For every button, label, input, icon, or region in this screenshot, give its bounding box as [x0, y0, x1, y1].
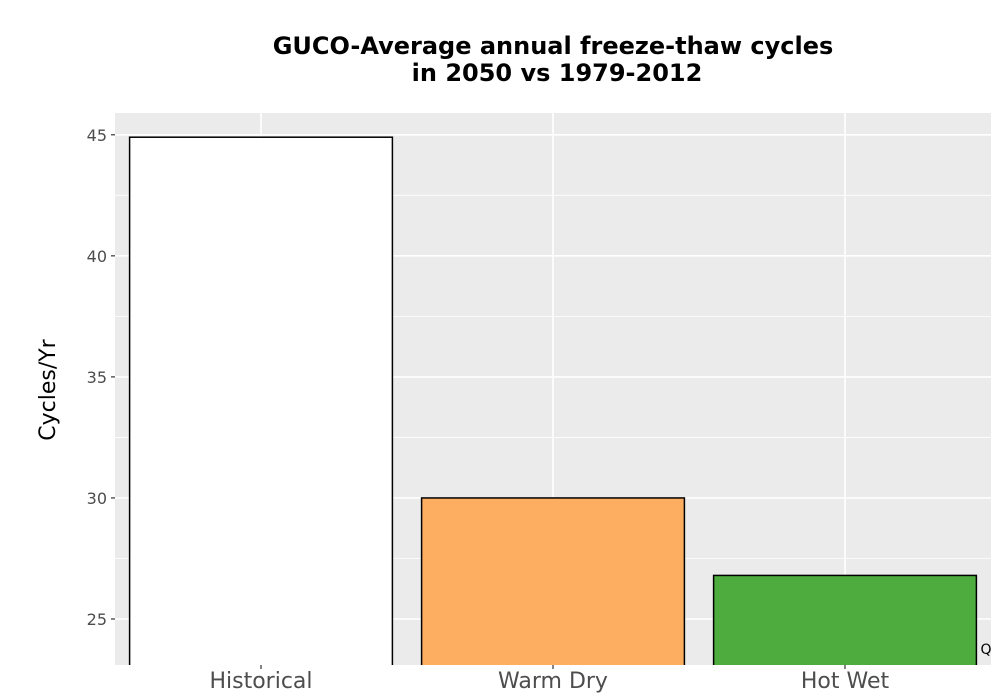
- y-tick-label: 30: [87, 489, 107, 508]
- x-tick-label: Historical: [209, 669, 312, 694]
- y-tick-label: 35: [87, 368, 107, 387]
- corner-mark: Q: [980, 642, 991, 658]
- bar-warm-dry: [420, 497, 686, 665]
- y-axis-title: Cycles/Yr: [36, 338, 61, 440]
- x-tick-label: Warm Dry: [498, 669, 608, 694]
- y-tick-label: 25: [87, 610, 107, 629]
- chart-title-line-1: GUCO-Average annual freeze-thaw cycles: [273, 32, 834, 60]
- y-tick-label: 45: [87, 126, 107, 145]
- bars: [128, 136, 978, 665]
- y-axis: 25 30 35 40 45: [87, 126, 115, 629]
- chart-title-line-2: in 2050 vs 1979-2012: [412, 59, 703, 87]
- x-tick-label: Hot Wet: [801, 669, 890, 694]
- x-axis: Historical Warm Dry Hot Wet: [209, 665, 889, 694]
- bar-historical: [128, 136, 394, 665]
- bar-hot-wet: [712, 574, 978, 665]
- y-tick-label: 40: [87, 247, 107, 266]
